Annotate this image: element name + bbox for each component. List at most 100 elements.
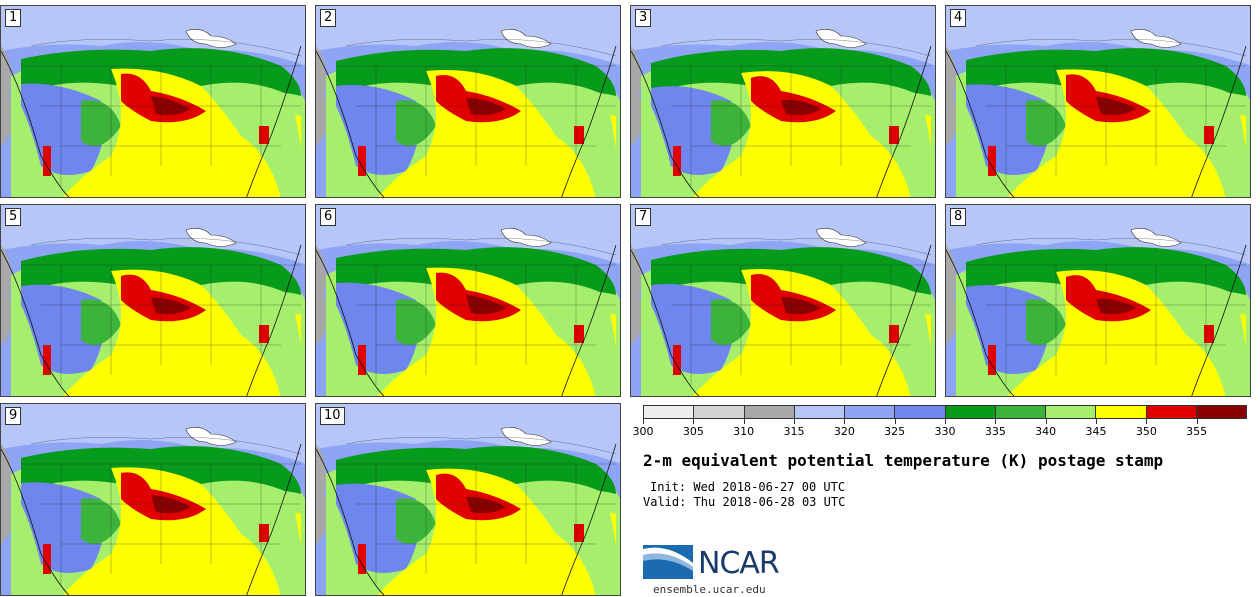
colorbar-tick: [794, 419, 795, 424]
coastline: [946, 249, 1015, 396]
colorbar-tick-label: 340: [1035, 425, 1057, 438]
red-patch: [673, 345, 681, 375]
cool-region: [631, 6, 935, 66]
terrain-gray: [946, 46, 959, 146]
boundary-line: [975, 39, 1247, 57]
colorbar-tick: [995, 419, 997, 424]
colorbar-swatch: [1046, 406, 1097, 418]
red-patch: [358, 146, 366, 176]
ncar-logo-swoosh: [643, 547, 693, 567]
terrain-gray: [1, 444, 14, 544]
figure-title: 2-m equivalent potential temperature (K)…: [643, 451, 1164, 470]
cool-region: [1, 404, 305, 464]
great-lakes: [185, 29, 237, 48]
ncar-logo: [643, 545, 693, 579]
coastline: [316, 50, 385, 197]
east-region: [831, 82, 935, 197]
colorbar-tick-label: 335: [984, 425, 1006, 438]
red-patch: [358, 544, 366, 574]
great-lakes: [500, 228, 552, 247]
colorbar-tick: [1045, 419, 1047, 424]
map-canvas: [1, 205, 305, 396]
red-patch: [574, 524, 584, 542]
boundary-line: [30, 39, 302, 57]
map-canvas: [631, 205, 935, 396]
terrain-gray: [1, 245, 14, 345]
colorbar-swatch: [995, 406, 1046, 418]
colorbar-swatch: [744, 406, 795, 418]
coastline: [316, 249, 385, 396]
colorbar-tick-label: 320: [833, 425, 855, 438]
colorbar-swatch: [945, 406, 996, 418]
site-url: ensemble.ucar.edu: [653, 583, 766, 596]
great-lakes: [500, 29, 552, 48]
red-patch: [889, 126, 899, 144]
colorbar-swatch: [1146, 406, 1197, 418]
colorbar-tick-label: 350: [1135, 425, 1157, 438]
red-patch: [574, 325, 584, 343]
ncar-logo-swoosh-2: [643, 553, 693, 571]
map-canvas: [631, 6, 935, 197]
map-canvas: [316, 6, 620, 197]
red-patch: [574, 126, 584, 144]
colorbar-tick: [743, 419, 745, 424]
coastline: [876, 45, 932, 197]
terrain-gray: [316, 444, 329, 544]
colorbar-tick: [693, 419, 695, 424]
init-time: Init: Wed 2018-06-27 00 UTC: [650, 480, 846, 494]
cool-region: [316, 205, 620, 265]
boundary-line: [660, 238, 932, 256]
colorbar-tick-label: 305: [682, 425, 704, 438]
great-lakes: [1130, 29, 1182, 48]
coastline: [1, 50, 70, 197]
great-lakes: [500, 427, 552, 446]
panel-number: 4: [950, 9, 967, 27]
east-region: [516, 480, 620, 595]
colorbar-swatch: [895, 406, 946, 418]
red-patch: [43, 544, 51, 574]
coastline: [246, 244, 302, 396]
colorbar-tick: [643, 419, 644, 424]
colorbar-tick-label: 355: [1186, 425, 1208, 438]
coastline: [561, 244, 617, 396]
cool-region: [316, 6, 620, 66]
red-patch: [1204, 325, 1214, 343]
red-patch: [259, 524, 269, 542]
great-lakes: [1130, 228, 1182, 247]
panel-number: 3: [635, 9, 652, 27]
colorbar-tick: [844, 419, 846, 424]
east-region: [516, 82, 620, 197]
colorbar-tick-label: 325: [884, 425, 906, 438]
map-canvas: [1, 404, 305, 595]
great-lakes: [815, 228, 867, 247]
red-patch: [43, 345, 51, 375]
panel-number: 8: [950, 208, 967, 226]
coastline: [1, 448, 70, 595]
boundary-line: [345, 238, 617, 256]
red-patch: [259, 126, 269, 144]
panel-number: 9: [5, 407, 22, 425]
colorbar-tick: [1146, 419, 1148, 424]
coastline: [1, 249, 70, 396]
map-panel: 4: [945, 5, 1251, 198]
colorbar-tick: [1096, 419, 1097, 424]
coastline: [561, 45, 617, 197]
colorbar-tick-label: 330: [934, 425, 956, 438]
coastline: [246, 443, 302, 595]
red-patch: [889, 325, 899, 343]
cool-region: [631, 205, 935, 265]
map-panel: 10: [315, 403, 621, 596]
map-canvas: [316, 205, 620, 396]
coastline: [316, 448, 385, 595]
valid-time: Valid: Thu 2018-06-28 03 UTC: [643, 495, 846, 509]
red-patch: [988, 345, 996, 375]
boundary-line: [30, 437, 302, 455]
red-patch: [259, 325, 269, 343]
map-panel: 1: [0, 5, 306, 198]
red-patch: [358, 345, 366, 375]
colorbar-tick-label: 315: [783, 425, 805, 438]
boundary-line: [30, 238, 302, 256]
colorbar-swatch: [1096, 406, 1147, 418]
cool-region: [1, 6, 305, 66]
boundary-line: [975, 238, 1247, 256]
